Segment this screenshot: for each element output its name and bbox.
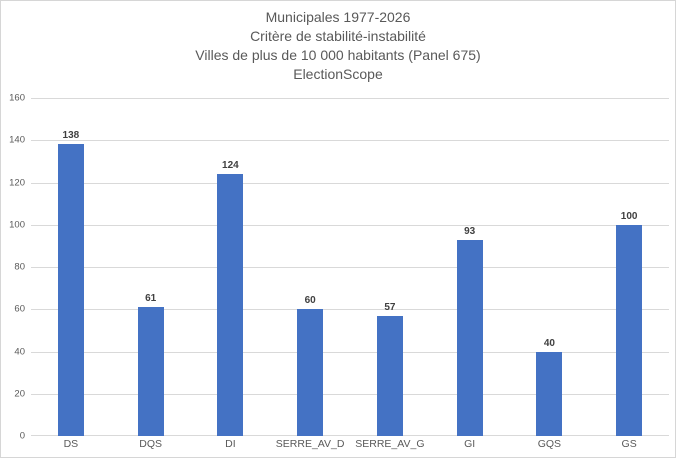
gridline-20 xyxy=(31,393,669,395)
y-tick-label-20: 20 xyxy=(14,388,25,400)
chart-title-line-2: Critère de stabilité-instabilité xyxy=(250,28,426,44)
bar-value-label-SERRE_AV_D: 60 xyxy=(304,295,316,307)
bar-GS xyxy=(616,224,643,436)
gridline-100 xyxy=(31,224,669,226)
bar-DQS xyxy=(137,307,164,436)
x-tick-label-GI: GI xyxy=(464,438,476,450)
y-tick-label-60: 60 xyxy=(14,303,25,315)
y-tick-label-140: 140 xyxy=(9,134,25,146)
y-tick-label-40: 40 xyxy=(14,346,25,357)
y-tick-label-100: 100 xyxy=(9,219,25,231)
y-tick-label-120: 120 xyxy=(9,177,25,188)
bar-value-label-GS: 100 xyxy=(620,210,638,222)
gridline-0 xyxy=(31,435,669,436)
x-tick-label-DQS: DQS xyxy=(139,438,162,450)
bars-row: 138 61 124 60 57 93 40 100 xyxy=(31,98,669,436)
gridline-120 xyxy=(31,182,669,184)
x-tick-label-DS: DS xyxy=(63,438,79,450)
gridline-140 xyxy=(31,140,669,142)
bar-SERRE_AV_D xyxy=(297,309,324,436)
x-tick-label-GS: GS xyxy=(621,438,637,450)
chart-title-line-4: ElectionScope xyxy=(293,66,383,82)
bar-value-label-DI: 124 xyxy=(222,160,239,172)
bar-DI xyxy=(217,174,244,436)
y-tick-label-80: 80 xyxy=(14,261,25,273)
gridline-40 xyxy=(31,351,669,353)
bar-DS xyxy=(57,144,84,436)
bar-GQS xyxy=(536,351,563,436)
x-tick-label-SERRE_AV_G: SERRE_AV_G xyxy=(355,438,425,450)
x-tick-label-GQS: GQS xyxy=(537,438,562,450)
gridline-160 xyxy=(31,98,669,99)
x-tick-label-SERRE_AV_D: SERRE_AV_D xyxy=(275,438,345,450)
bar-column-SERRE_AV_G: 57 xyxy=(350,98,430,436)
bar-column-DI: 124 xyxy=(191,98,271,436)
bar-value-label-GI: 93 xyxy=(464,225,476,237)
bar-value-label-DQS: 61 xyxy=(145,293,157,305)
x-tick-label-DI: DI xyxy=(225,438,236,450)
y-axis: 0 20 40 60 80 100 120 140 160 xyxy=(1,93,25,442)
chart-title-line-3: Villes de plus de 10 000 habitants (Pane… xyxy=(195,47,481,63)
x-axis: DS DQS DI SERRE_AV_D SERRE_AV_G GI GQS GS xyxy=(31,438,669,450)
bar-GI xyxy=(456,239,483,436)
bar-column-SERRE_AV_D: 60 xyxy=(270,98,350,436)
bar-value-label-SERRE_AV_G: 57 xyxy=(384,301,396,313)
y-tick-label-160: 160 xyxy=(9,92,25,104)
bar-column-GI: 93 xyxy=(430,98,510,436)
gridline-80 xyxy=(31,267,669,268)
bar-value-label-DS: 138 xyxy=(62,130,80,142)
chart-title-line-1: Municipales 1977-2026 xyxy=(265,9,411,25)
bar-column-GS: 100 xyxy=(589,98,669,436)
bar-column-DQS: 61 xyxy=(111,98,191,436)
chart-title: Municipales 1977-2026 Critère de stabili… xyxy=(1,8,675,84)
bar-SERRE_AV_G xyxy=(376,315,403,436)
bar-value-label-GQS: 40 xyxy=(543,337,555,349)
y-tick-label-0: 0 xyxy=(19,430,25,442)
bar-column-GQS: 40 xyxy=(510,98,590,436)
plot-area: 138 61 124 60 57 93 40 100 xyxy=(31,98,669,436)
bar-column-DS: 138 xyxy=(31,98,111,436)
gridline-60 xyxy=(31,309,669,311)
